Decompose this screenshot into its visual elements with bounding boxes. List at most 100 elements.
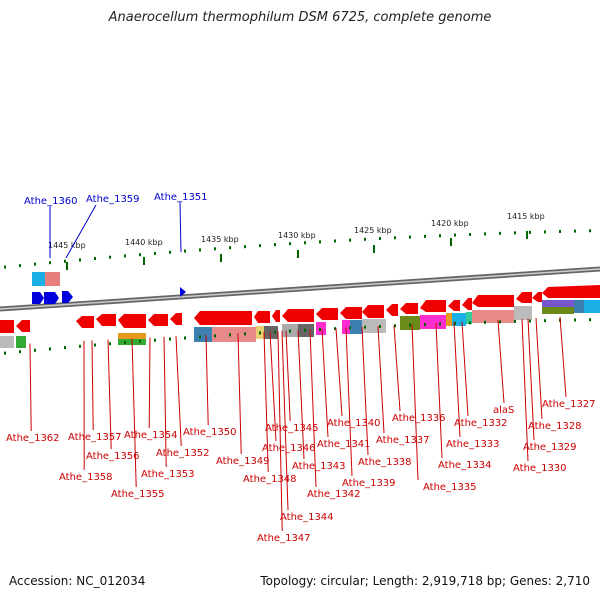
gene-label[interactable]: Athe_1350 [183, 427, 237, 438]
scale-dot [304, 241, 306, 245]
leader-line [335, 328, 343, 417]
scale-dot [499, 320, 501, 324]
scale-dot [124, 254, 126, 258]
scale-track-upper [4, 229, 591, 270]
scale-dot [169, 250, 171, 254]
scale-dot [484, 232, 486, 236]
scale-dot [364, 237, 366, 241]
scale-major-tick [143, 257, 145, 265]
scale-dot [334, 327, 336, 331]
gene-label[interactable]: Athe_1347 [257, 533, 311, 544]
scale-dot [184, 249, 186, 253]
scale-dot [409, 235, 411, 239]
scale-dot [544, 319, 546, 323]
leader-line [521, 318, 529, 462]
tick-label: 1420 kbp [431, 219, 469, 228]
gene-label[interactable]: Athe_1348 [243, 474, 297, 485]
gene-label[interactable]: Athe_1344 [280, 512, 334, 523]
scale-dot [559, 230, 561, 234]
leader-line [281, 330, 289, 511]
gene-label[interactable]: Athe_1343 [292, 461, 346, 472]
leader-line [131, 338, 137, 488]
leader-line [277, 331, 283, 532]
scale-dot [4, 351, 6, 355]
scale-dot [19, 264, 21, 268]
scale-major-tick [297, 250, 299, 258]
scale-dot [484, 320, 486, 324]
leader-line [453, 322, 461, 438]
gene-label[interactable]: Athe_1355 [111, 489, 165, 500]
genome-summary-text: Topology: circular; Length: 2,919,718 bp… [260, 574, 590, 588]
gene-label[interactable]: Athe_1330 [513, 463, 567, 474]
scale-dot [259, 331, 261, 335]
reverse-gene-labels[interactable]: Athe_1362 Athe_1357Athe_1358Athe_1356Athe… [6, 316, 596, 544]
scale-dot [364, 325, 366, 329]
gene-label[interactable]: Athe_1357 [68, 432, 122, 443]
scale-dot [574, 318, 576, 322]
gene-label[interactable]: Athe_1346 [262, 443, 316, 454]
scale-dot [424, 322, 426, 326]
scale-major-tick [526, 231, 528, 239]
leader-line [393, 325, 401, 412]
gene-label[interactable]: Athe_1333 [446, 439, 500, 450]
scale-dot [529, 230, 531, 234]
gene-label[interactable]: Athe_1362 [6, 433, 60, 444]
scale-dot [214, 334, 216, 338]
gene-label[interactable]: Athe_1338 [358, 457, 412, 468]
scale-dot [589, 229, 591, 233]
gene-label[interactable]: Athe_1356 [86, 451, 140, 462]
scale-dot [289, 329, 291, 333]
gene-label[interactable]: alaS [493, 405, 514, 416]
gene-label[interactable]: Athe_1332 [454, 418, 508, 429]
gene-label[interactable]: Athe_1328 [528, 421, 582, 432]
leader-line [148, 337, 151, 429]
scale-dot [289, 242, 291, 246]
gene-label[interactable]: Athe_1352 [156, 448, 210, 459]
gene-label[interactable]: Athe_1336 [392, 413, 446, 424]
gene-label: Athe_1359 [86, 194, 140, 205]
leader-line [527, 318, 535, 441]
gene-label[interactable]: Athe_1349 [216, 456, 270, 467]
scale-dot [379, 324, 381, 328]
leader-line [461, 321, 469, 417]
gene-label[interactable]: Athe_1354 [124, 430, 178, 441]
scale-dot [214, 247, 216, 251]
scale-dot [319, 327, 321, 331]
gene-label[interactable]: Athe_1339 [342, 478, 396, 489]
forward-gene-labels[interactable]: Athe_1360 Athe_1359 Athe_1351 [24, 192, 208, 259]
leader-line [297, 330, 305, 460]
scale-dot [514, 231, 516, 235]
scale-dot [379, 237, 381, 241]
gene-label[interactable]: Athe_1342 [307, 489, 361, 500]
scale-dot [469, 321, 471, 325]
scale-dot [124, 341, 126, 345]
scale-dot [94, 257, 96, 261]
scale-dot [589, 318, 591, 322]
leader-line [309, 329, 317, 488]
gene-label[interactable]: Athe_1334 [438, 460, 492, 471]
scale-dot [79, 258, 81, 262]
scale-dot [319, 240, 321, 244]
gene-label[interactable]: Athe_1353 [141, 469, 195, 480]
leader-line [91, 340, 94, 431]
gene-label[interactable]: Athe_1337 [376, 435, 430, 446]
scale-dot [394, 236, 396, 240]
scale-dot [244, 245, 246, 249]
gene-label[interactable]: Athe_1329 [523, 442, 577, 453]
gene-label[interactable]: Athe_1345 [265, 423, 319, 434]
gene-label[interactable]: Athe_1340 [327, 418, 381, 429]
gene-label[interactable]: Athe_1341 [317, 439, 371, 450]
leader-line [269, 331, 277, 442]
gene-label[interactable]: Athe_1335 [423, 482, 477, 493]
scale-dot [229, 333, 231, 337]
scale-dot [229, 246, 231, 250]
tick-label: 1440 kbp [125, 238, 163, 247]
gene-label[interactable]: Athe_1358 [59, 472, 113, 483]
scale-dot [469, 232, 471, 236]
scale-track-lower [4, 318, 591, 355]
gene-label[interactable]: Athe_1327 [542, 399, 596, 410]
leader-line [175, 336, 182, 447]
scale-dot [259, 244, 261, 248]
scale-dot [439, 322, 441, 326]
